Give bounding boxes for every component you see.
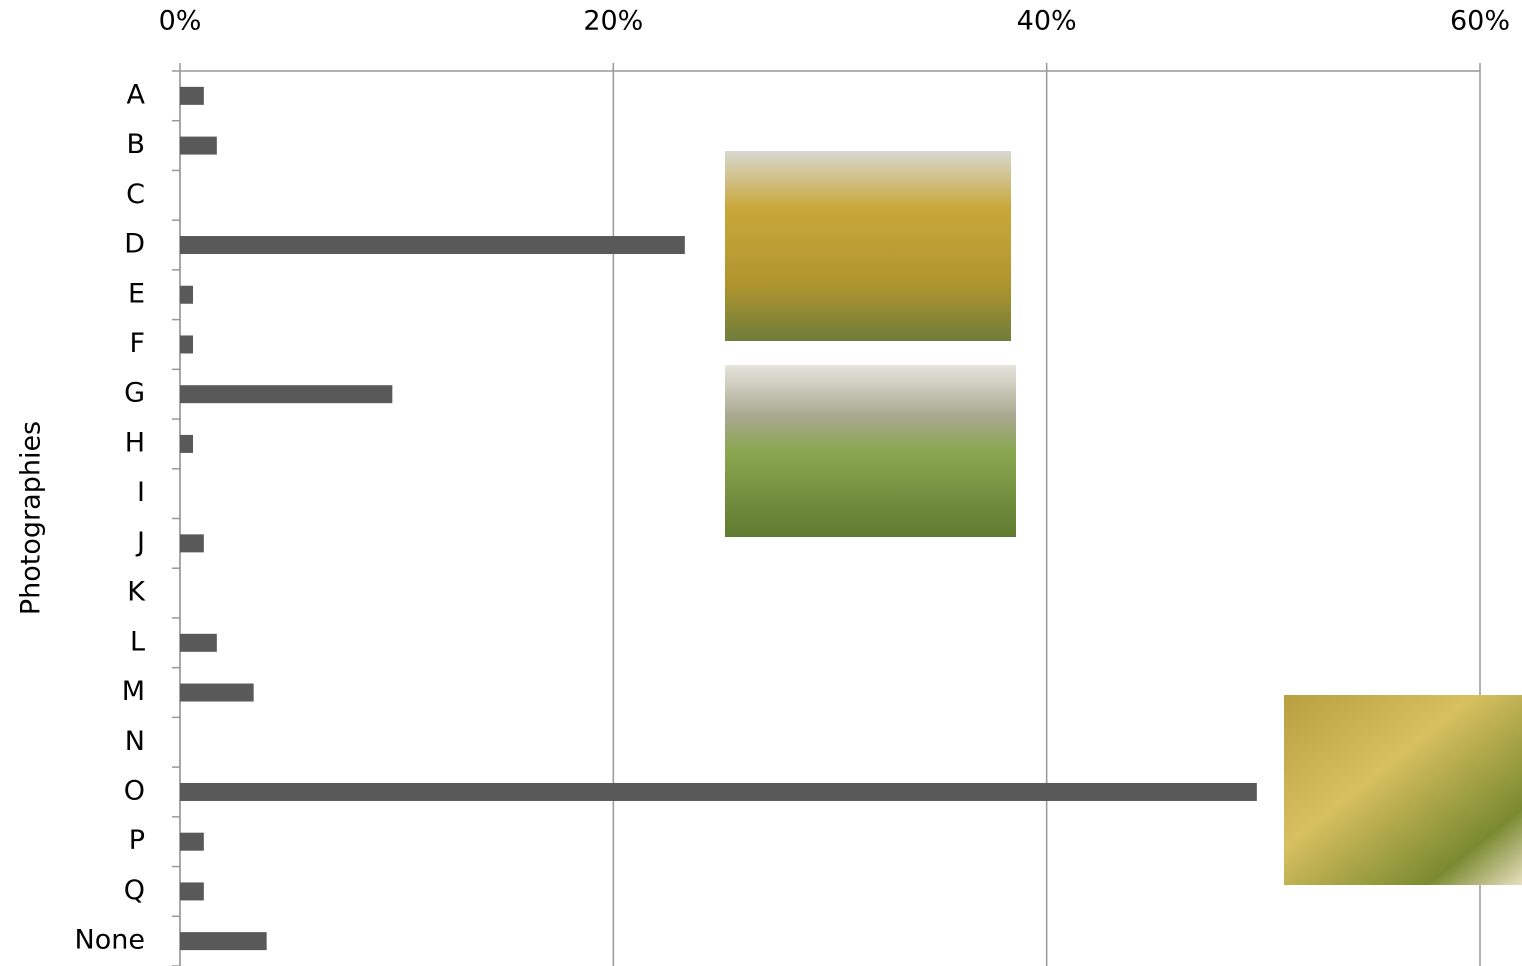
x-tick-label: 60% — [1450, 6, 1510, 37]
bar — [180, 136, 217, 155]
y-tick-label: J — [135, 527, 145, 558]
y-tick-label: G — [124, 378, 145, 409]
y-tick-label: D — [124, 229, 145, 260]
y-tick-label: B — [126, 129, 145, 160]
bar — [180, 434, 193, 453]
y-tick-label: M — [122, 676, 145, 707]
bar — [180, 534, 204, 553]
photo — [725, 365, 1016, 537]
bar — [180, 385, 393, 404]
bar — [180, 236, 685, 255]
y-tick-label: L — [130, 626, 145, 657]
bar — [180, 633, 217, 652]
x-tick-label: 40% — [1017, 6, 1077, 37]
x-tick-label: 20% — [583, 6, 643, 37]
bar — [180, 86, 204, 105]
y-tick-label: E — [128, 278, 145, 309]
bar — [180, 832, 204, 851]
photo — [725, 151, 1011, 341]
y-tick-label: A — [127, 79, 146, 110]
bar — [180, 782, 1257, 801]
bar — [180, 932, 267, 951]
y-axis-title: Photographies — [16, 421, 47, 615]
photo — [1284, 695, 1522, 885]
y-tick-label: C — [126, 179, 145, 210]
x-tick-label: 0% — [159, 6, 202, 37]
y-tick-label: I — [137, 477, 145, 508]
bar — [180, 285, 193, 304]
y-tick-label: None — [75, 925, 145, 956]
bar — [180, 335, 193, 354]
y-tick-label: O — [124, 775, 145, 806]
bar — [180, 683, 254, 702]
y-tick-label: N — [125, 726, 145, 757]
y-tick-label: H — [125, 427, 145, 458]
y-tick-label: P — [129, 825, 145, 856]
y-tick-label: F — [129, 328, 145, 359]
y-tick-label: Q — [124, 875, 145, 906]
y-tick-label: K — [127, 577, 146, 608]
bar — [180, 882, 204, 901]
